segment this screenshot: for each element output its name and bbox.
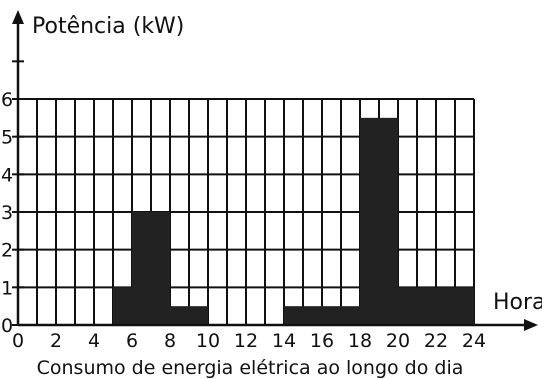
x-tick-label: 4	[88, 330, 100, 352]
chart-axes	[12, 10, 538, 331]
bar	[360, 117, 398, 325]
x-tick-label: 6	[126, 330, 138, 352]
chart-caption: Consumo de energia elétrica ao longo do …	[37, 357, 464, 379]
bar	[170, 306, 208, 325]
x-tick-label: 2	[50, 330, 62, 352]
x-axis-label: Hora	[493, 290, 542, 315]
x-tick-label: 18	[348, 330, 372, 352]
x-tick-label: 14	[272, 330, 296, 352]
x-tick-label: 0	[12, 330, 24, 352]
y-axis-label: Potência (kW)	[32, 14, 184, 39]
bar	[284, 306, 360, 325]
x-tick-label: 8	[164, 330, 176, 352]
x-tick-label: 12	[234, 330, 258, 352]
y-tick-label: 6	[1, 89, 13, 111]
y-tick-label: 4	[1, 164, 13, 186]
y-tick-label: 5	[1, 127, 13, 149]
bar	[132, 212, 170, 325]
chart-bars	[113, 117, 474, 325]
bar	[398, 287, 474, 325]
y-tick-label: 1	[1, 277, 13, 299]
x-tick-label: 22	[424, 330, 448, 352]
y-axis-arrow	[12, 10, 24, 24]
y-tick-label: 0	[1, 315, 13, 337]
x-tick-label: 20	[386, 330, 410, 352]
y-tick-labels: 0 1 2 3 4 5 6	[1, 60, 24, 337]
x-tick-label: 16	[310, 330, 334, 352]
y-tick-label: 3	[1, 202, 13, 224]
x-axis-arrow	[524, 319, 538, 331]
x-tick-label: 10	[196, 330, 220, 352]
y-tick-label: 2	[1, 240, 13, 262]
x-tick-labels: 0 2 4 6 8 10 12 14 16 18 20 22 24	[12, 330, 486, 352]
bar	[113, 287, 132, 325]
x-tick-label: 24	[462, 330, 486, 352]
